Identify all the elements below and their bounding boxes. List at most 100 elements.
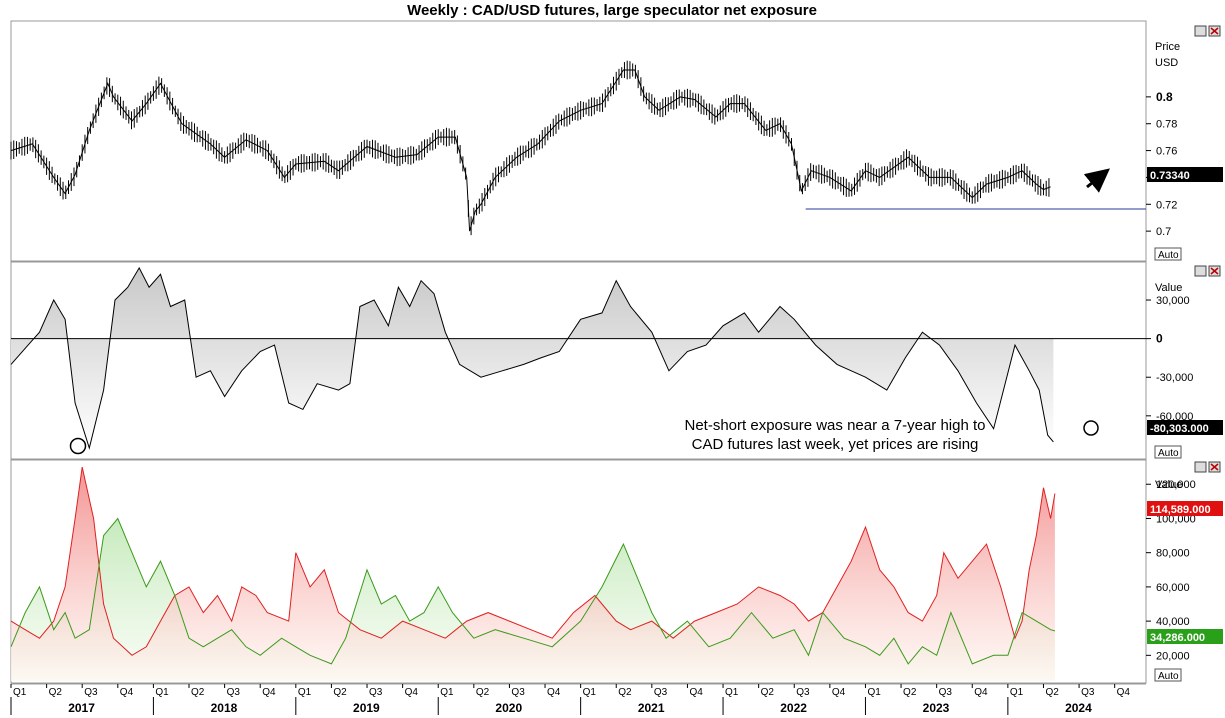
- annotation-line-2: CAD futures last week, yet prices are ri…: [692, 436, 979, 453]
- quarter-label: Q2: [903, 687, 917, 698]
- auto-label: Auto: [1158, 671, 1179, 682]
- net-exposure-series: [10, 266, 1146, 450]
- price-y-axis: 0.80.780.760.740.720.7: [1146, 90, 1177, 238]
- quarter-label: Q3: [369, 687, 383, 698]
- quarter-label: Q1: [13, 687, 27, 698]
- net-tick-label: 30,000: [1156, 295, 1190, 307]
- quarter-label: Q4: [120, 687, 134, 698]
- short-positions-area: [11, 467, 1055, 681]
- restore-icon[interactable]: [1194, 265, 1207, 277]
- price-tick-label: 0.78: [1156, 119, 1177, 131]
- net-panel-window-icons[interactable]: [1194, 265, 1221, 277]
- year-label: 2017: [68, 701, 95, 715]
- quarter-label: Q3: [796, 687, 810, 698]
- chart-title: Weekly : CAD/USD futures, large speculat…: [407, 2, 817, 19]
- ls-tick-label: 60,000: [1156, 582, 1190, 594]
- ls-axis-title: Value: [1155, 479, 1182, 491]
- quarter-label: Q1: [1010, 687, 1024, 698]
- price-line: [10, 69, 1051, 232]
- quarter-label: Q1: [155, 687, 169, 698]
- circle-marker-low-2017: [69, 437, 87, 455]
- price-tick-label: 0.8: [1156, 90, 1173, 104]
- long-last-value-tag: 34,286.000: [1147, 629, 1223, 644]
- ls-panel-window-icons[interactable]: [1194, 461, 1221, 473]
- quarter-label: Q2: [49, 687, 63, 698]
- price-panel: Price USD 0.80.780.760.740.720.7 0.73340…: [10, 20, 1223, 262]
- net-panel-auto-button[interactable]: Auto: [1154, 445, 1182, 459]
- price-series: [10, 60, 1051, 236]
- long-short-series: [10, 466, 1056, 681]
- price-axis-title: Price: [1155, 41, 1180, 53]
- quarter-label: Q3: [1081, 687, 1095, 698]
- price-panel-frame: [10, 20, 1147, 262]
- net-exposure-area: [11, 267, 1054, 448]
- ls-tick-label: 100,000: [1156, 513, 1196, 525]
- quarter-label: Q2: [618, 687, 632, 698]
- year-label: 2018: [211, 701, 238, 715]
- restore-icon[interactable]: [1194, 461, 1207, 473]
- net-y-axis: 30,000 0 -30,000 -60,000: [1146, 295, 1193, 423]
- auto-label: Auto: [1158, 250, 1179, 261]
- net-axis-title: Value: [1155, 282, 1182, 294]
- quarter-label: Q4: [262, 687, 276, 698]
- quarter-label: Q3: [939, 687, 953, 698]
- net-last-value: -80,303.000: [1150, 423, 1209, 435]
- price-tick-label: 0.7: [1156, 226, 1171, 238]
- ls-panel-auto-button[interactable]: Auto: [1154, 668, 1182, 682]
- quarter-label: Q2: [333, 687, 347, 698]
- quarter-label: Q4: [974, 687, 988, 698]
- circle-marker-2024: [1083, 420, 1099, 436]
- price-tick-label: 0.76: [1156, 146, 1177, 158]
- restore-icon[interactable]: [1194, 25, 1207, 37]
- long-positions-line: [10, 517, 1056, 665]
- price-axis-unit: USD: [1155, 57, 1178, 69]
- ls-tick-label: 80,000: [1156, 548, 1190, 560]
- long-last-value: 34,286.000: [1150, 632, 1205, 644]
- ls-tick-label: 20,000: [1156, 650, 1190, 662]
- net-exposure-panel: Value 30,000 0 -30,000 -60,000 Net-short ex…: [10, 261, 1223, 460]
- quarter-label: Q1: [298, 687, 312, 698]
- ls-tick-label: 40,000: [1156, 616, 1190, 628]
- quarter-label: Q3: [84, 687, 98, 698]
- quarter-label: Q2: [1045, 687, 1059, 698]
- price-last-value: 0.73340: [1150, 170, 1190, 182]
- quarter-label: Q4: [689, 687, 703, 698]
- quarter-label: Q3: [511, 687, 525, 698]
- year-label: 2023: [923, 701, 950, 715]
- net-exposure-line: [10, 266, 1054, 450]
- net-last-value-tag: -80,303.000: [1147, 420, 1223, 435]
- up-right-arrow: [1083, 168, 1110, 193]
- short-last-value: 114,589.000: [1150, 504, 1211, 516]
- year-label: 2020: [495, 701, 522, 715]
- price-tick-label: 0.72: [1156, 199, 1177, 211]
- quarter-label: Q2: [476, 687, 490, 698]
- price-panel-window-icons[interactable]: [1194, 25, 1221, 37]
- quarter-label: Q2: [761, 687, 775, 698]
- quarter-label: Q3: [654, 687, 668, 698]
- price-panel-auto-button[interactable]: Auto: [1154, 247, 1182, 261]
- quarter-label: Q1: [867, 687, 881, 698]
- short-positions-line: [10, 466, 1056, 656]
- net-tick-label: -30,000: [1156, 372, 1193, 384]
- year-label: 2024: [1065, 701, 1092, 715]
- year-label: 2021: [638, 701, 665, 715]
- year-label: 2022: [780, 701, 807, 715]
- quarter-label: Q2: [191, 687, 205, 698]
- ls-y-axis: 120,000 100,000 80,000 60,000 40,000 20,000: [1146, 479, 1196, 662]
- ls-tick-label: 120,000: [1156, 479, 1196, 491]
- net-tick-label: -60,000: [1156, 411, 1193, 423]
- quarter-label: Q1: [440, 687, 454, 698]
- quarter-label: Q3: [227, 687, 241, 698]
- time-axis: Q1 Q2 Q3 Q4 2017 Q1 Q2 Q3 Q4 2018 Q1 Q2 Q3 Q4 2019 Q1 Q2…: [10, 683, 1146, 715]
- long-short-panel: Value 120,000 100,000 80,000 60,000 40,000 20…: [10, 459, 1223, 684]
- year-label: 2019: [353, 701, 380, 715]
- quarter-label: Q1: [583, 687, 597, 698]
- quarter-label: Q1: [725, 687, 739, 698]
- quarter-label: Q4: [1117, 687, 1131, 698]
- quarter-label: Q4: [547, 687, 561, 698]
- auto-label: Auto: [1158, 448, 1179, 459]
- quarter-label: Q4: [832, 687, 846, 698]
- annotation-line-1: Net-short exposure was near a 7-year hig…: [685, 417, 986, 434]
- price-last-value-tag: 0.73340: [1147, 167, 1223, 182]
